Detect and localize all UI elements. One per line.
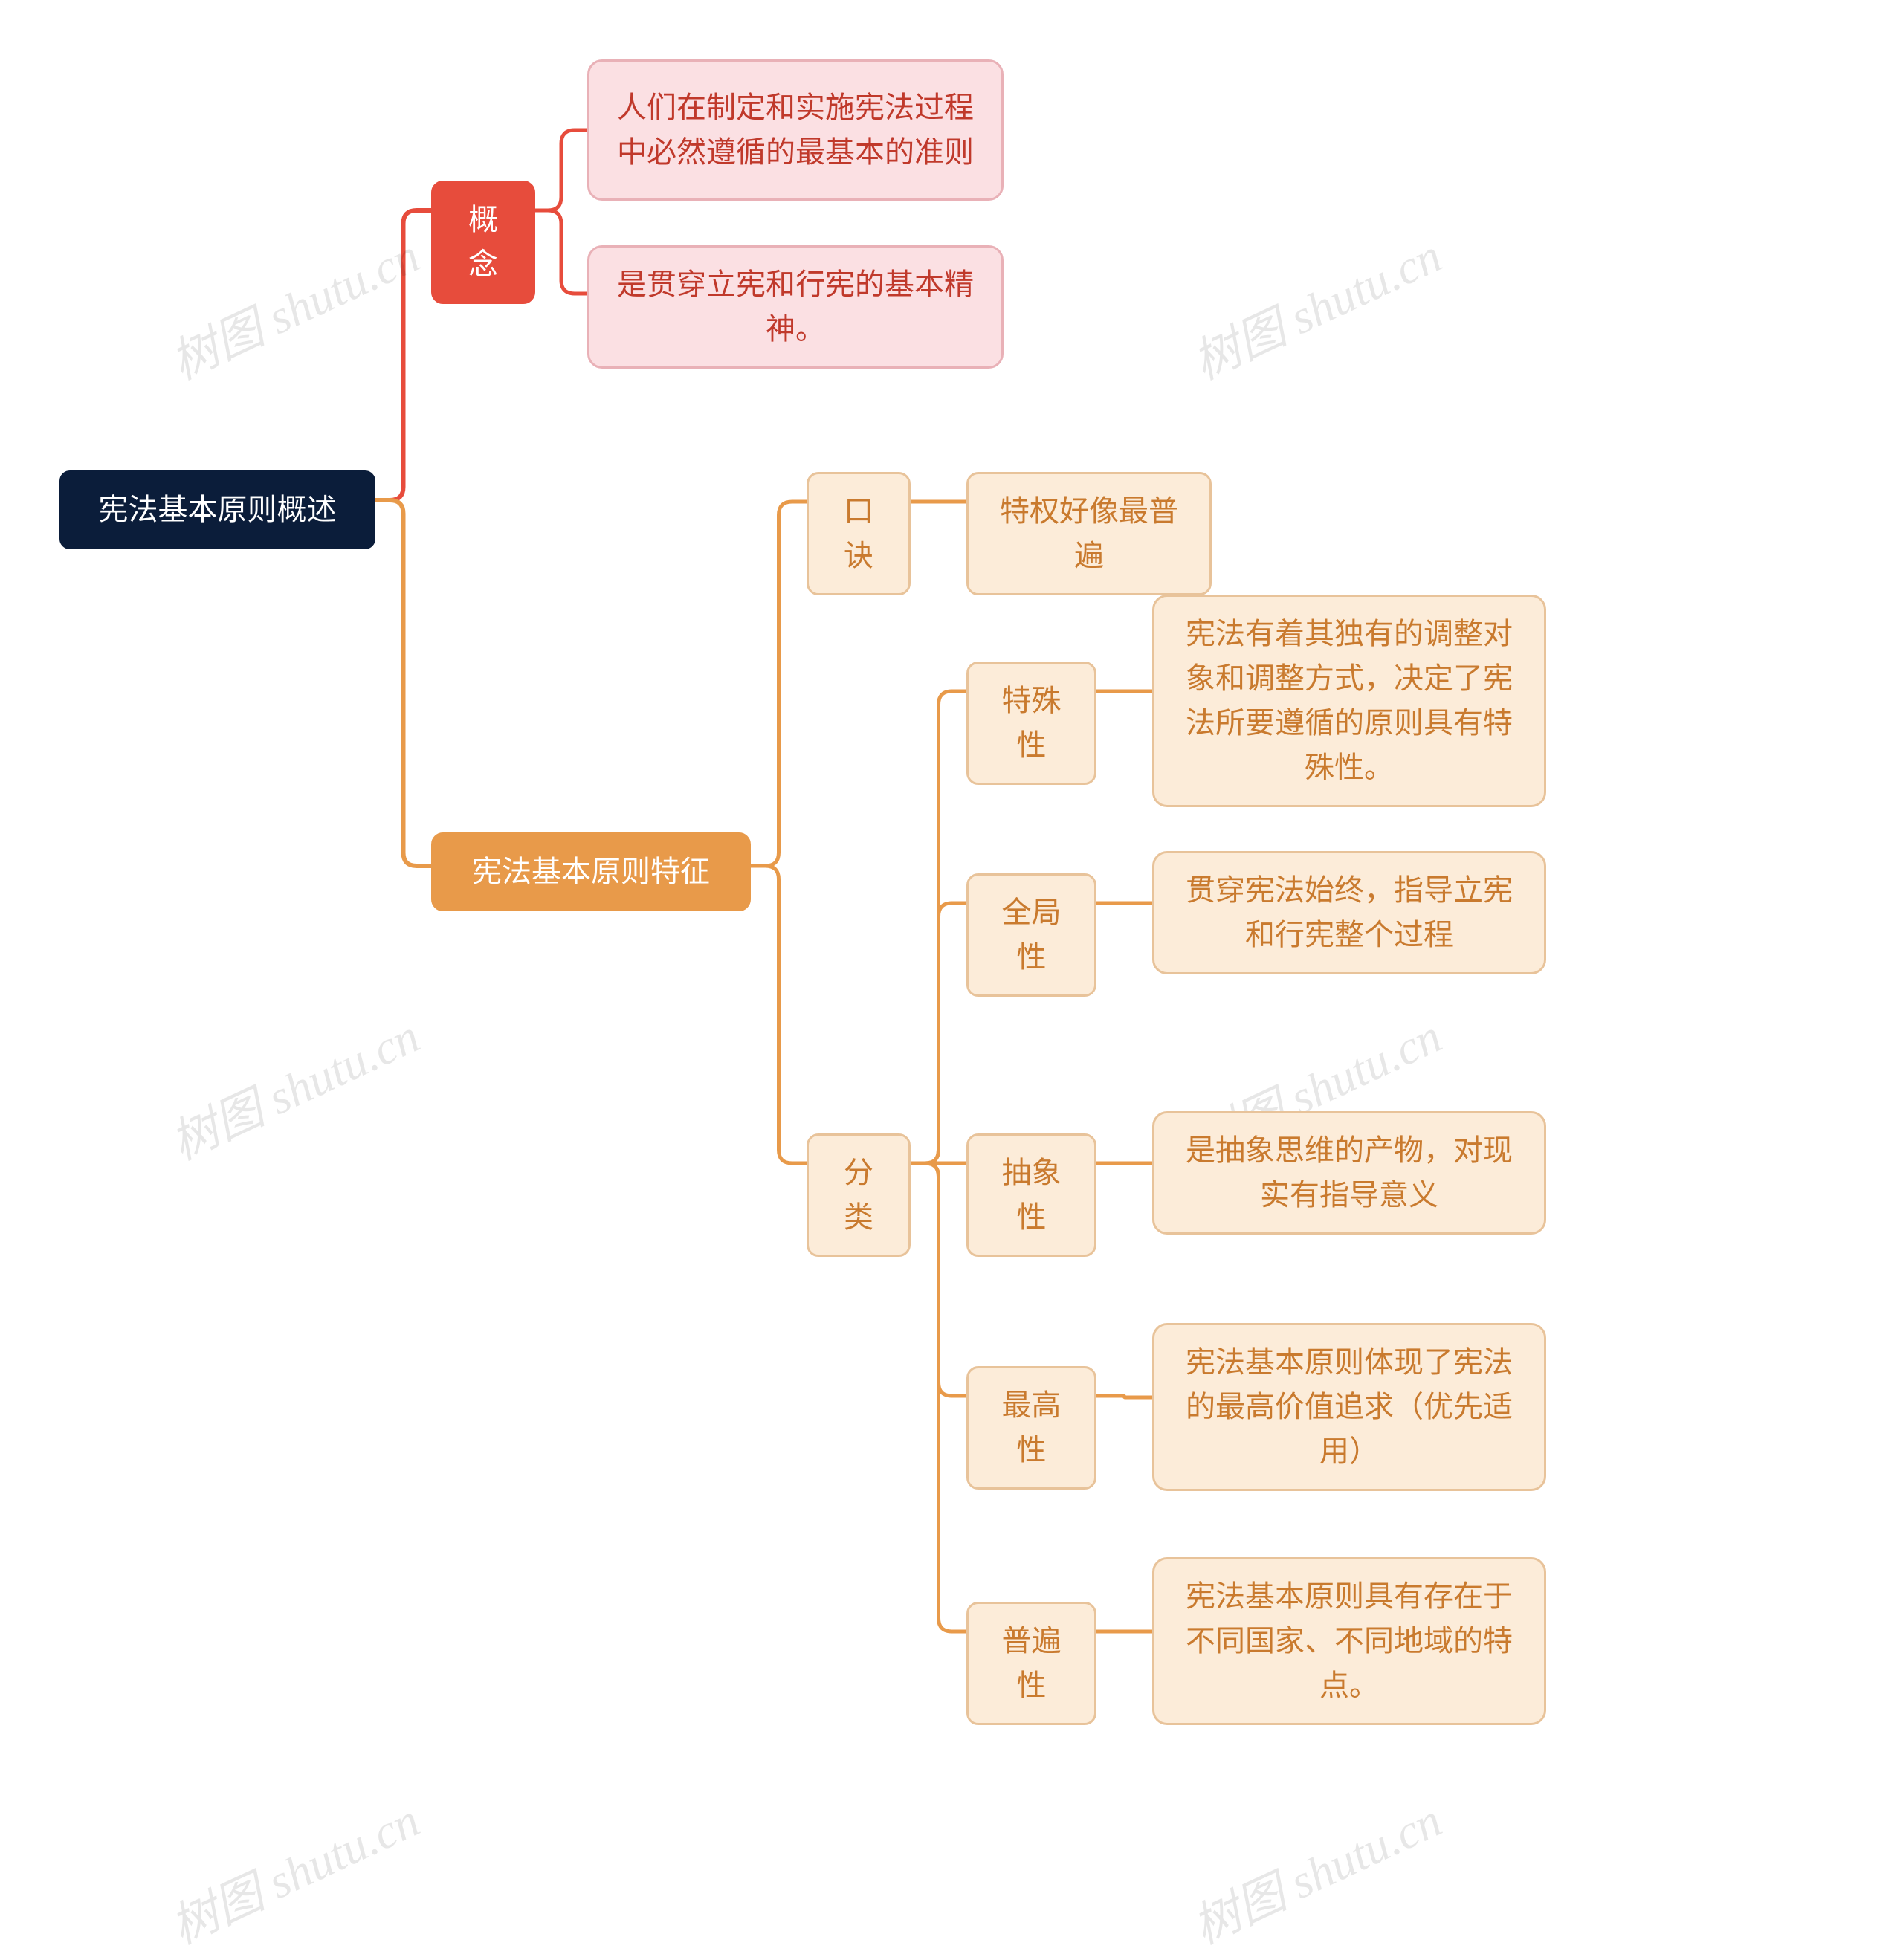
supreme-leaf[interactable]: 宪法基本原则体现了宪法的最高价值追求（优先适用） [1152,1323,1546,1491]
global-leaf[interactable]: 贯穿宪法始终，指导立宪和行宪整个过程 [1152,851,1546,974]
special-node[interactable]: 特殊性 [966,662,1096,785]
mnemonic-leaf[interactable]: 特权好像最普遍 [966,472,1212,595]
concept-leaf-1[interactable]: 人们在制定和实施宪法过程中必然遵循的最基本的准则 [587,59,1004,201]
abstract-node[interactable]: 抽象性 [966,1133,1096,1257]
mnemonic-node[interactable]: 口诀 [807,472,911,595]
special-leaf[interactable]: 宪法有着其独有的调整对象和调整方式，决定了宪法所要遵循的原则具有特殊性。 [1152,595,1546,807]
universal-node[interactable]: 普遍性 [966,1602,1096,1725]
watermark: 树图 shutu.cn [158,1782,428,1957]
supreme-node[interactable]: 最高性 [966,1366,1096,1490]
abstract-leaf[interactable]: 是抽象思维的产物，对现实有指导意义 [1152,1111,1546,1235]
watermark: 树图 shutu.cn [158,218,428,392]
features-node[interactable]: 宪法基本原则特征 [431,832,751,911]
category-node[interactable]: 分类 [807,1133,911,1257]
mindmap-canvas: 树图 shutu.cn 树图 shutu.cn 树图 shutu.cn 树图 s… [0,0,1903,1960]
watermark: 树图 shutu.cn [158,998,428,1173]
concept-node[interactable]: 概念 [431,181,535,304]
watermark: 树图 shutu.cn [1180,1782,1450,1957]
root-node[interactable]: 宪法基本原则概述 [59,470,375,549]
universal-leaf[interactable]: 宪法基本原则具有存在于不同国家、不同地域的特点。 [1152,1557,1546,1725]
global-node[interactable]: 全局性 [966,873,1096,997]
watermark: 树图 shutu.cn [1180,218,1450,392]
concept-leaf-2[interactable]: 是贯穿立宪和行宪的基本精 神。 [587,245,1004,369]
